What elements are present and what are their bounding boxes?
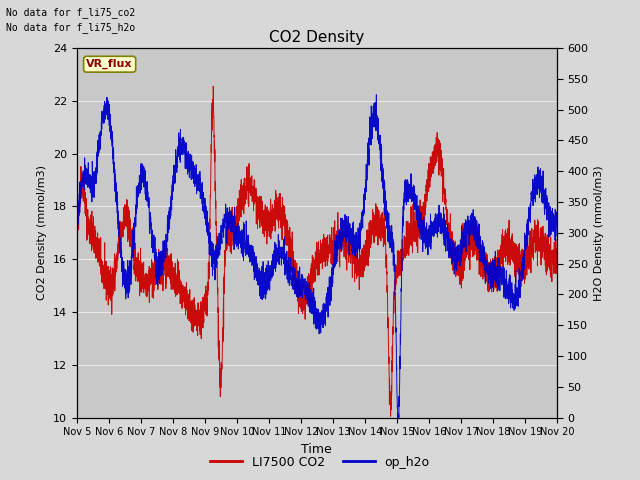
Y-axis label: CO2 Density (mmol/m3): CO2 Density (mmol/m3) xyxy=(37,165,47,300)
X-axis label: Time: Time xyxy=(301,443,332,456)
Text: No data for f_li75_h2o: No data for f_li75_h2o xyxy=(6,22,136,33)
Text: VR_flux: VR_flux xyxy=(86,59,133,69)
Title: CO2 Density: CO2 Density xyxy=(269,30,364,46)
Y-axis label: H2O Density (mmol/m3): H2O Density (mmol/m3) xyxy=(594,165,604,300)
Text: No data for f_li75_co2: No data for f_li75_co2 xyxy=(6,7,136,18)
Legend: LI7500 CO2, op_h2o: LI7500 CO2, op_h2o xyxy=(205,451,435,474)
